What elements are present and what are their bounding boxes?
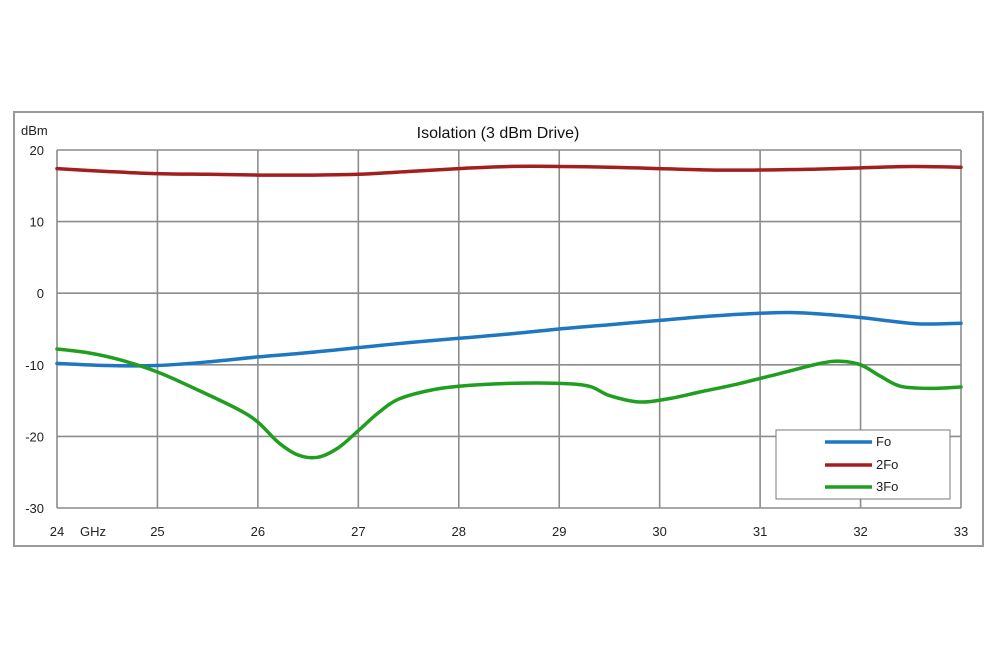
series-lines xyxy=(55,164,963,460)
y-tick-label: -30 xyxy=(25,501,44,516)
legend-label-3fo: 3Fo xyxy=(876,479,898,494)
y-unit-label: dBm xyxy=(21,123,48,138)
series-line-2fo xyxy=(55,164,963,177)
y-tick-label: 20 xyxy=(30,143,44,158)
legend: Fo 2Fo 3Fo xyxy=(775,429,951,500)
x-tick-label: 32 xyxy=(853,524,867,539)
x-tick-label: 28 xyxy=(452,524,466,539)
legend-label-fo: Fo xyxy=(876,434,891,449)
series-line-3fo xyxy=(55,347,963,460)
chart-title: Isolation (3 dBm Drive) xyxy=(417,125,580,142)
tick-labels: 20 10 0 -10 -20 -30 24 25 26 27 28 29 30 31 32 33 xyxy=(25,143,968,539)
x-tick-label: 33 xyxy=(954,524,968,539)
x-tick-label: 29 xyxy=(552,524,566,539)
legend-label-2fo: 2Fo xyxy=(876,457,898,472)
grid xyxy=(56,149,962,509)
y-tick-label: -20 xyxy=(25,429,44,444)
x-tick-label: 24 xyxy=(50,524,64,539)
y-tick-label: -10 xyxy=(25,358,44,373)
y-tick-label: 10 xyxy=(30,215,44,230)
y-tick-label: 0 xyxy=(37,286,44,301)
x-unit-label: GHz xyxy=(80,524,106,539)
x-tick-label: 25 xyxy=(150,524,164,539)
x-tick-label: 30 xyxy=(652,524,666,539)
x-tick-label: 31 xyxy=(753,524,767,539)
x-tick-label: 27 xyxy=(351,524,365,539)
series-line-fo xyxy=(55,310,963,368)
x-tick-label: 26 xyxy=(251,524,265,539)
